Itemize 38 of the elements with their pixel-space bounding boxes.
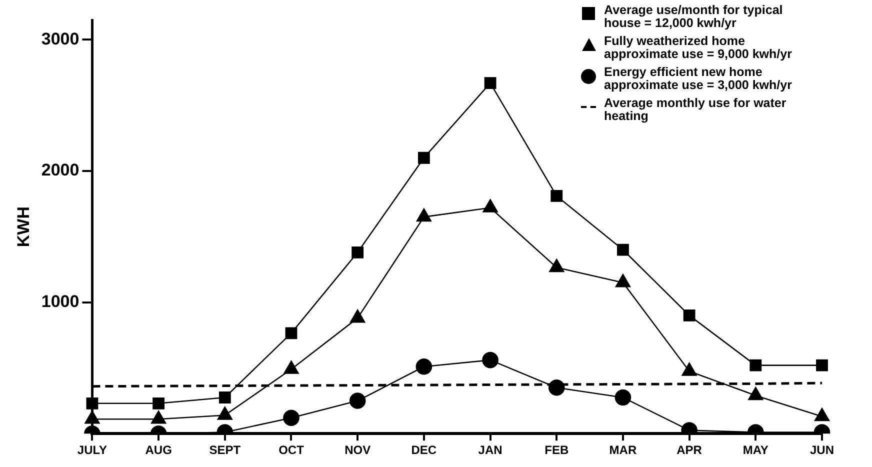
point [549, 258, 564, 272]
point [284, 360, 299, 374]
x-tick-label: JAN [478, 443, 502, 458]
x-tick-label: OCT [278, 443, 305, 458]
point [150, 410, 166, 424]
legend-label: Energy efficient new home approximate use = 3,000 kwh/yr [604, 65, 793, 92]
point [416, 208, 432, 222]
x-tick-label: MAY [742, 443, 768, 458]
x-tick-label: MAR [609, 443, 637, 458]
point [350, 309, 366, 323]
legend-label: Average use/month for typical house = 12,000 kwh/yr [604, 3, 784, 30]
point [550, 190, 563, 202]
point [418, 152, 430, 164]
point [682, 362, 697, 376]
point [352, 246, 364, 258]
x-tick-label: NOV [344, 443, 371, 458]
x-tick-label: FEB [544, 443, 569, 458]
point [84, 410, 100, 424]
y-axis-title: KWH [14, 206, 33, 248]
x-tick-label: JULY [77, 443, 108, 458]
point [814, 408, 830, 422]
y-tick-label: 2000 [41, 160, 80, 180]
x-tick-label: APR [676, 443, 702, 458]
point [217, 406, 232, 420]
point [617, 244, 629, 256]
point [748, 386, 764, 400]
point [484, 77, 496, 89]
y-tick-label: 3000 [41, 29, 80, 48]
x-tick-label: AUG [145, 443, 172, 458]
point [683, 309, 696, 322]
legend-label: Fully weatherized home approximate use = 9,000 kwh/yr [604, 34, 793, 61]
legend-label: Average monthly use for water heating [604, 96, 788, 123]
x-tick-label: SEPT [209, 443, 242, 458]
x-tick-label: DEC [411, 443, 437, 458]
point [482, 199, 498, 212]
point [615, 274, 631, 288]
y-tick-label: 1000 [41, 292, 80, 311]
x-tick-label: JUN [810, 443, 834, 458]
